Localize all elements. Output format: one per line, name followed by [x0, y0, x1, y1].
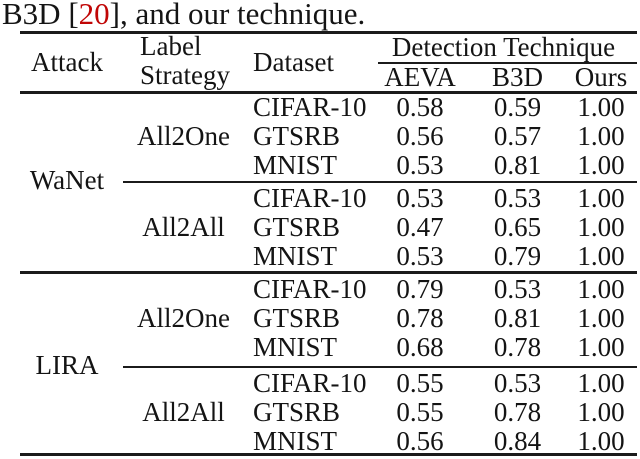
table-row: CIFAR-10 0.79 0.53 1.00: [20, 275, 637, 304]
aeva-column-header: AEVA: [384, 62, 456, 92]
b3d-value-cell: 0.78: [493, 397, 542, 427]
table-row: GTSRB 0.56 0.57 1.00: [20, 122, 637, 151]
dataset-cell: GTSRB: [253, 212, 341, 242]
citation-link[interactable]: 20: [78, 0, 110, 31]
dataset-cell: CIFAR-10: [253, 183, 367, 213]
aeva-value-cell: 0.56: [396, 426, 444, 456]
ours-value-cell: 1.00: [577, 397, 625, 427]
b3d-value-cell: 0.84: [493, 426, 542, 456]
ours-value-cell: 1.00: [577, 212, 625, 242]
dataset-cell: MNIST: [253, 241, 338, 271]
aeva-value-cell: 0.53: [396, 150, 444, 180]
aeva-value-cell: 0.53: [396, 183, 444, 213]
b3d-value-cell: 0.57: [493, 121, 542, 151]
ours-value-cell: 1.00: [577, 183, 625, 213]
results-table: Attack Label Strategy Dataset Detection T…: [20, 31, 637, 459]
caption-prefix: B3D [: [2, 0, 79, 31]
wanet-all2one-block: CIFAR-10 0.58 0.59 1.00 GTSRB 0.56 0.57 …: [20, 93, 637, 180]
dataset-cell: CIFAR-10: [253, 92, 367, 122]
b3d-value-cell: 0.81: [493, 303, 542, 333]
attack-column-header: Attack: [31, 47, 103, 77]
table-row: MNIST 0.53 0.81 1.00: [20, 151, 637, 180]
top-rule: [20, 31, 637, 34]
table-row: MNIST 0.68 0.78 1.00: [20, 333, 637, 362]
table-row: MNIST 0.56 0.84 1.00: [20, 427, 637, 456]
header-bottom-rule: [20, 91, 637, 94]
table-row: MNIST 0.53 0.79 1.00: [20, 242, 637, 271]
b3d-value-cell: 0.53: [493, 183, 542, 213]
ours-value-cell: 1.00: [577, 303, 625, 333]
table-row: CIFAR-10 0.55 0.53 1.00: [20, 369, 637, 398]
aeva-value-cell: 0.47: [396, 212, 444, 242]
b3d-value-cell: 0.79: [493, 241, 542, 271]
dataset-cell: MNIST: [253, 426, 338, 456]
aeva-value-cell: 0.55: [396, 368, 444, 398]
attack-label-wanet: WaNet: [29, 165, 105, 195]
table-row: GTSRB 0.55 0.78 1.00: [20, 398, 637, 427]
dataset-column-header: Dataset: [253, 47, 334, 77]
strategy-label-wanet-all2all: All2All: [142, 212, 225, 242]
b3d-value-cell: 0.81: [493, 150, 542, 180]
strategy-header-line2: Strategy: [140, 60, 230, 90]
strategy-label-lira-all2one: All2One: [137, 303, 230, 333]
table-row: GTSRB 0.47 0.65 1.00: [20, 213, 637, 242]
caption-suffix: ], and our technique.: [109, 0, 366, 31]
b3d-value-cell: 0.78: [493, 332, 542, 362]
b3d-value-cell: 0.59: [493, 92, 542, 122]
detection-technique-header: Detection Technique: [391, 32, 616, 62]
lira-all2one-block: CIFAR-10 0.79 0.53 1.00 GTSRB 0.78 0.81 …: [20, 275, 637, 362]
aeva-value-cell: 0.58: [396, 92, 444, 122]
table-row: CIFAR-10 0.58 0.59 1.00: [20, 93, 637, 122]
wanet-all2all-block: CIFAR-10 0.53 0.53 1.00 GTSRB 0.47 0.65 …: [20, 184, 637, 271]
dataset-cell: CIFAR-10: [253, 368, 367, 398]
ours-value-cell: 1.00: [577, 92, 625, 122]
ours-value-cell: 1.00: [577, 241, 625, 271]
strategy-header-line1: Label: [140, 31, 202, 61]
table-row: GTSRB 0.78 0.81 1.00: [20, 304, 637, 333]
aeva-value-cell: 0.55: [396, 397, 444, 427]
dataset-cell: CIFAR-10: [253, 274, 367, 304]
b3d-value-cell: 0.53: [493, 274, 542, 304]
ours-value-cell: 1.00: [577, 274, 625, 304]
b3d-value-cell: 0.53: [493, 368, 542, 398]
lira-all2all-block: CIFAR-10 0.55 0.53 1.00 GTSRB 0.55 0.78 …: [20, 369, 637, 456]
strategy-column-header: Label Strategy: [140, 32, 253, 90]
aeva-value-cell: 0.53: [396, 241, 444, 271]
strategy-label-lira-all2all: All2All: [142, 397, 225, 427]
table-row: CIFAR-10 0.53 0.53 1.00: [20, 184, 637, 213]
dataset-cell: GTSRB: [253, 121, 341, 151]
b3d-column-header: B3D: [491, 62, 543, 92]
bottom-rule: [20, 453, 637, 456]
aeva-value-cell: 0.56: [396, 121, 444, 151]
ours-value-cell: 1.00: [577, 368, 625, 398]
dataset-cell: MNIST: [253, 332, 338, 362]
dataset-cell: MNIST: [253, 150, 338, 180]
b3d-value-cell: 0.65: [493, 212, 542, 242]
strategy-label-wanet-all2one: All2One: [137, 121, 230, 151]
ours-column-header: Ours: [574, 62, 628, 92]
aeva-value-cell: 0.68: [396, 332, 444, 362]
aeva-value-cell: 0.79: [396, 274, 444, 304]
aeva-value-cell: 0.78: [396, 303, 444, 333]
detection-cmidrule: [378, 62, 637, 64]
dataset-cell: GTSRB: [253, 303, 341, 333]
dataset-cell: GTSRB: [253, 397, 341, 427]
ours-value-cell: 1.00: [577, 121, 625, 151]
wanet-group-cmidrule: [123, 181, 637, 183]
caption: B3D [20], and our technique.: [2, 0, 365, 31]
ours-value-cell: 1.00: [577, 332, 625, 362]
attack-label-lira: LIRA: [35, 350, 99, 380]
ours-value-cell: 1.00: [577, 150, 625, 180]
attack-separator-rule: [20, 271, 637, 274]
lira-group-cmidrule: [123, 366, 637, 368]
ours-value-cell: 1.00: [577, 426, 625, 456]
